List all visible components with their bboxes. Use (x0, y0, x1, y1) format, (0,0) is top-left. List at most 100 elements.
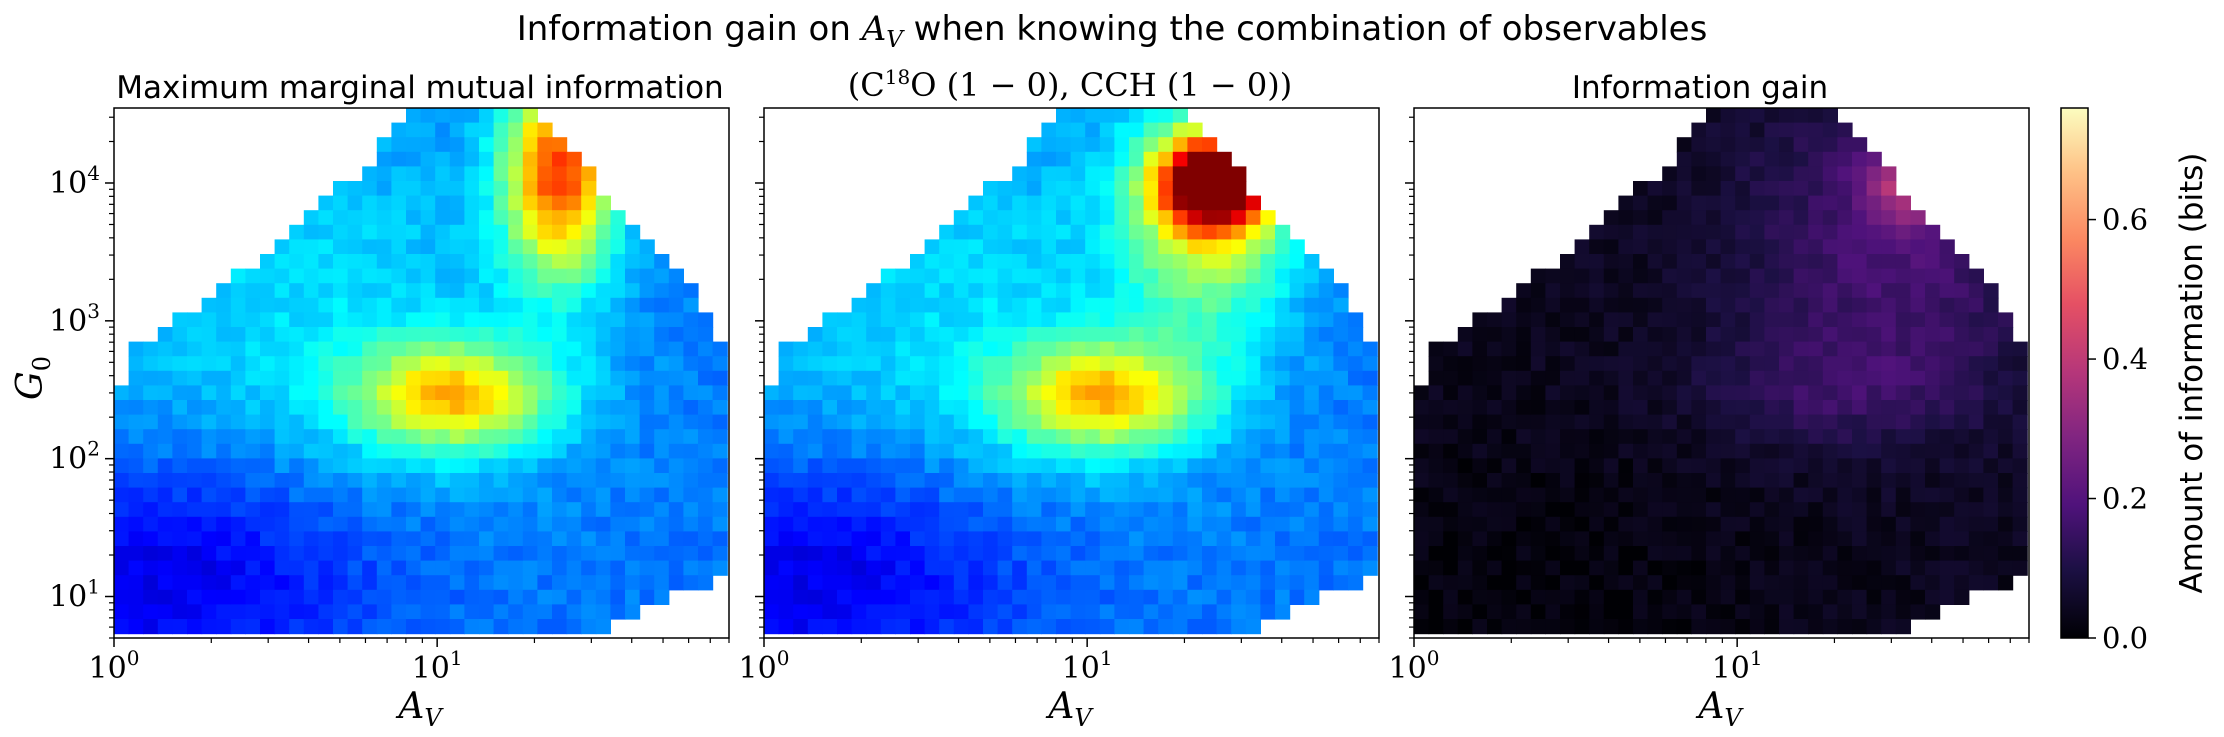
heatmap-cell (1808, 589, 1824, 605)
heatmap-cell (406, 151, 422, 167)
heatmap-cell (1735, 210, 1751, 226)
heatmap-cell (1114, 414, 1130, 430)
heatmap-cell (1837, 443, 1853, 459)
heatmap-cell (866, 487, 882, 503)
heatmap-cell (1618, 604, 1634, 620)
heatmap-cell (1187, 195, 1203, 211)
heatmap-cell (1560, 458, 1576, 474)
heatmap-cell (522, 619, 538, 635)
heatmap-cell (1706, 327, 1722, 343)
heatmap-cell (1852, 458, 1868, 474)
heatmap-cell (1618, 429, 1634, 445)
heatmap-cell (581, 356, 597, 372)
heatmap-cell (983, 297, 999, 313)
heatmap-cell (289, 458, 305, 474)
heatmap-cell (1939, 283, 1955, 299)
heatmap-cell (1574, 312, 1590, 328)
heatmap-cell (595, 385, 611, 401)
heatmap-cell (1925, 589, 1941, 605)
heatmap-cell (953, 312, 969, 328)
heatmap-cell (924, 370, 940, 386)
heatmap-cell (522, 356, 538, 372)
heatmap-cell (866, 575, 882, 591)
heatmap-cell (595, 429, 611, 445)
heatmap-cell (1691, 487, 1707, 503)
heatmap-cell (435, 414, 451, 430)
heatmap-cell (1056, 443, 1072, 459)
heatmap-cell (230, 458, 246, 474)
heatmap-cell (1881, 283, 1897, 299)
heatmap-cell (406, 385, 422, 401)
heatmap-cell (1822, 458, 1838, 474)
heatmap-cell (581, 589, 597, 605)
heatmap-cell (1530, 560, 1546, 576)
heatmap-cell (1706, 487, 1722, 503)
heatmap-cell (1129, 531, 1145, 547)
heatmap-cell (1041, 400, 1057, 416)
heatmap-cell (303, 546, 319, 562)
heatmap-cell (1414, 604, 1430, 620)
heatmap-cell (764, 473, 780, 489)
heatmap-cell (391, 473, 407, 489)
heatmap-cell (1333, 516, 1349, 532)
heatmap-cell (1939, 531, 1955, 547)
heatmap-cell (420, 443, 436, 459)
heatmap-cell (1158, 429, 1174, 445)
heatmap-cell (1487, 400, 1503, 416)
heatmap-cell (114, 531, 130, 547)
heatmap-cell (274, 502, 290, 518)
heatmap-cell (362, 239, 378, 255)
heatmap-cell (683, 487, 699, 503)
heatmap-cell (1939, 268, 1955, 284)
heatmap-cell (880, 502, 896, 518)
heatmap-cell (1852, 370, 1868, 386)
heatmap-cell (1143, 210, 1159, 226)
heatmap-cell (420, 312, 436, 328)
heatmap-cell (552, 487, 568, 503)
heatmap-cell (1735, 254, 1751, 270)
heatmap-cell (1143, 473, 1159, 489)
heatmap-cell (595, 312, 611, 328)
heatmap-cell (1333, 297, 1349, 313)
heatmap-cell (289, 312, 305, 328)
heatmap-cell (303, 458, 319, 474)
heatmap-cell (764, 604, 780, 620)
heatmap-cell (1085, 239, 1101, 255)
x-tick-label: 101 (1712, 646, 1763, 686)
heatmap-cell (230, 400, 246, 416)
heatmap-cell (581, 443, 597, 459)
heatmap-cell (895, 341, 911, 357)
heatmap-cell (1085, 327, 1101, 343)
heatmap-cell (1129, 400, 1145, 416)
heatmap-cell (1574, 487, 1590, 503)
heatmap-cell (1275, 239, 1291, 255)
heatmap-cell (1852, 312, 1868, 328)
heatmap-cell (1749, 458, 1765, 474)
heatmap-cell (983, 254, 999, 270)
heatmap-cell (479, 137, 495, 153)
heatmap-cell (318, 312, 334, 328)
heatmap-cell (1881, 575, 1897, 591)
heatmap-cell (1129, 604, 1145, 620)
heatmap-cell (1530, 589, 1546, 605)
heatmap-cell (289, 341, 305, 357)
heatmap-cell (1172, 560, 1188, 576)
heatmap-cell (362, 370, 378, 386)
heatmap-cell (347, 546, 363, 562)
heatmap-cell (1764, 341, 1780, 357)
heatmap-cell (1618, 224, 1634, 240)
heatmap-cell (1333, 502, 1349, 518)
heatmap-cell (953, 604, 969, 620)
heatmap-cell (435, 516, 451, 532)
heatmap-cell (1560, 312, 1576, 328)
heatmap-cell (230, 604, 246, 620)
heatmap-cell (924, 546, 940, 562)
heatmap-cell (1487, 516, 1503, 532)
heatmap-cell (1070, 560, 1086, 576)
heatmap-cell (1056, 297, 1072, 313)
heatmap-cell (1085, 414, 1101, 430)
heatmap-cell (1443, 619, 1459, 635)
heatmap-cell (376, 400, 392, 416)
heatmap-cell (1866, 370, 1882, 386)
heatmap-cell (983, 327, 999, 343)
